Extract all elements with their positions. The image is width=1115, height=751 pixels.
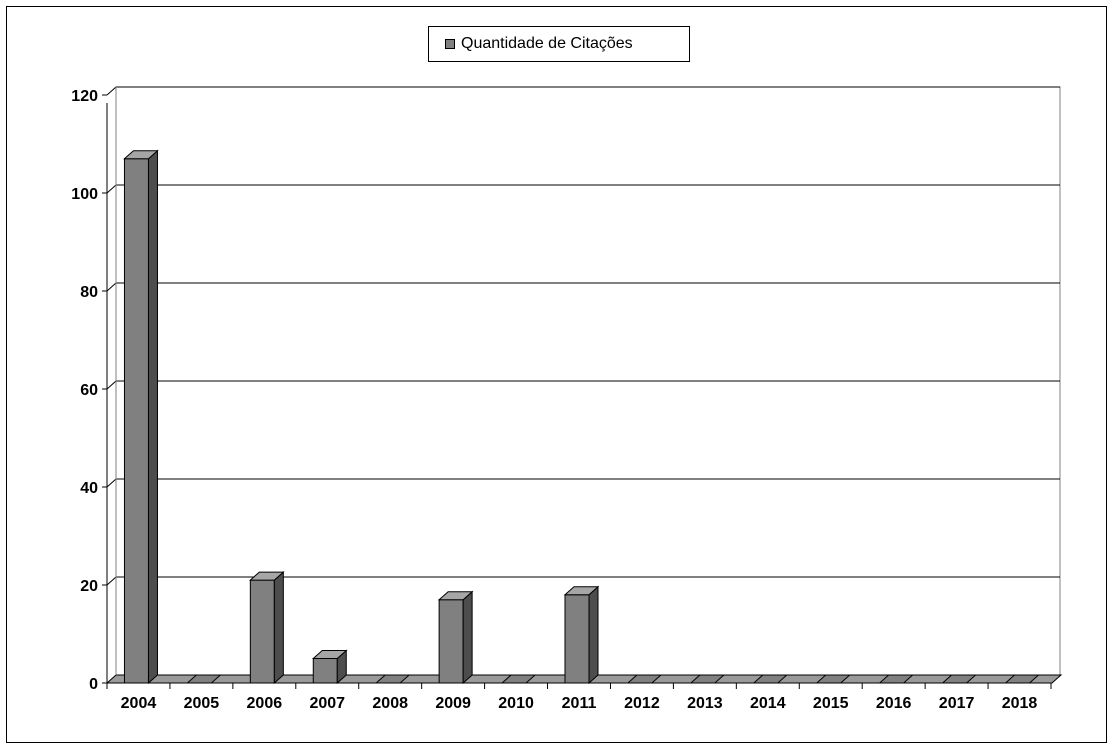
bar-side (462, 590, 473, 685)
bar (249, 579, 275, 684)
bar-zero (186, 674, 222, 684)
y-tick-label: 20 (80, 578, 98, 595)
x-tick-label: 2009 (435, 695, 471, 712)
y-tick-label: 0 (89, 676, 98, 693)
x-tick-label: 2010 (498, 695, 534, 712)
bar-side (147, 149, 158, 685)
x-tick-label: 2005 (184, 695, 220, 712)
x-tick-label: 2011 (562, 695, 597, 712)
bar-top (249, 571, 285, 581)
bar (123, 158, 149, 684)
x-tick-label: 2012 (624, 695, 660, 712)
bar-top (437, 591, 474, 601)
y-tick-label: 60 (80, 382, 98, 399)
x-tick-label: 2007 (309, 695, 345, 712)
bar-zero (815, 674, 852, 684)
bar-side (273, 570, 284, 685)
gridline-side (106, 576, 117, 586)
bar-zero (626, 674, 663, 684)
y-tick-label: 40 (80, 480, 98, 497)
bar-zero (878, 674, 914, 684)
y-tick-label: 120 (71, 88, 98, 105)
bar (438, 599, 464, 684)
bar-top (123, 150, 159, 160)
bar-top (311, 650, 348, 659)
x-tick-label: 2017 (939, 695, 975, 712)
x-tick-label: 2016 (876, 695, 912, 712)
bar-zero (941, 674, 977, 684)
gridline-side (106, 380, 117, 390)
legend-label: Quantidade de Citações (461, 35, 633, 52)
x-tick-label: 2014 (750, 695, 786, 712)
legend: Quantidade de Citações (428, 26, 690, 62)
legend-swatch (445, 39, 455, 49)
y-tick-label: 100 (71, 186, 98, 203)
bar-zero (689, 674, 726, 684)
gridline-side (106, 184, 117, 194)
gridline-side (106, 478, 117, 488)
x-tick-label: 2015 (813, 695, 849, 712)
y-tick-label: 80 (80, 284, 98, 301)
x-tick-label: 2018 (1002, 695, 1038, 712)
gridline-side (106, 86, 117, 96)
x-tick-label: 2013 (687, 695, 723, 712)
bar-zero (1004, 674, 1040, 684)
x-tick-label: 2008 (372, 695, 408, 712)
bar-top (563, 586, 600, 596)
bar (564, 594, 590, 684)
bar (312, 658, 338, 684)
bar-zero (500, 674, 537, 684)
x-tick-label: 2006 (247, 695, 283, 712)
bar-zero (374, 674, 411, 684)
chart-frame (6, 6, 1107, 743)
bar-side (588, 585, 599, 685)
x-tick-label: 2004 (121, 695, 157, 712)
bar-zero (752, 674, 789, 684)
gridline-side (106, 282, 117, 292)
